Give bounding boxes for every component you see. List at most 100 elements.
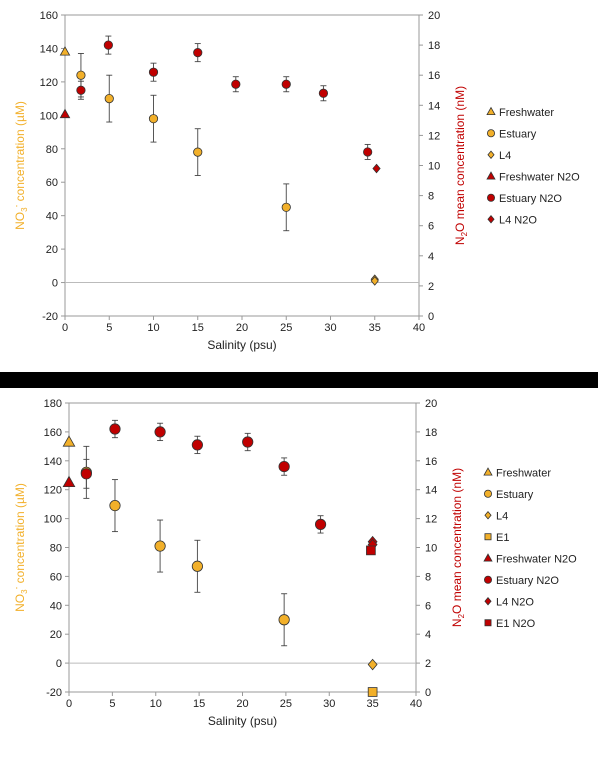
- plot-area: [68, 402, 417, 693]
- y-right-tick-label: 2: [428, 281, 434, 293]
- legend-marker-estuary-n2o: [483, 575, 492, 584]
- point-estuary-n2o: [191, 439, 203, 451]
- y-left-tick-label: 20: [50, 629, 62, 641]
- legend: Freshwater Estuary L4 Freshwater N2O Estuary…: [486, 106, 580, 226]
- y-left-tick-label: 140: [40, 43, 58, 55]
- y-left-tick-label: 60: [50, 571, 62, 583]
- legend-label: Estuary: [499, 128, 537, 140]
- x-tick-label: 25: [280, 322, 292, 334]
- point-estuary-n2o: [80, 468, 92, 480]
- x-tick-label: 20: [236, 698, 248, 710]
- chart-panel-top: 0 5 10 15 20 25 30 35 40 -20 0 20 40 60 80 100 120 140 160…: [0, 0, 598, 372]
- legend-label: Estuary: [496, 489, 534, 501]
- point-estuary: [278, 614, 290, 626]
- point-estuary-n2o: [148, 67, 159, 77]
- y-right-tick-label: 10: [425, 543, 437, 555]
- legend-label: L4 N2O: [496, 596, 534, 608]
- y-right-tick-label: 6: [425, 600, 431, 612]
- legend-marker-estuary: [486, 129, 495, 138]
- y-left-tick-label: 160: [40, 10, 58, 22]
- y-right-tick-label: 12: [428, 130, 440, 142]
- legend-marker-freshwater-n2o: [483, 553, 493, 562]
- y-left-tick-label: 40: [46, 211, 58, 223]
- legend-marker-l4-n2o: [484, 597, 492, 606]
- y-left-tick-label: 80: [50, 543, 62, 555]
- y-right-tick-label: 8: [428, 191, 434, 203]
- chart-top: 0 5 10 15 20 25 30 35 40-20020406080100120140160…: [12, 10, 580, 352]
- legend-marker-e1-n2o: [484, 619, 492, 627]
- y-right-axis-label: N2O mean concentration (nM): [453, 86, 469, 245]
- y-right-tick-label: 14: [428, 100, 440, 112]
- x-tick-label: 25: [280, 698, 292, 710]
- point-e1-n2o: [366, 545, 376, 556]
- point-l4: [370, 276, 379, 286]
- y-right-tick-label: 0: [425, 687, 431, 699]
- y-right-tick-label: 4: [425, 629, 431, 641]
- legend-marker-l4-n2o: [487, 215, 495, 224]
- point-freshwater: [59, 46, 71, 56]
- x-tick-label: 40: [410, 698, 422, 710]
- legend-label: E1: [496, 532, 509, 544]
- y-left-axis-label: NO3- concentration (µM): [12, 483, 29, 612]
- y-right-tick-label: 8: [425, 571, 431, 583]
- legend-marker-freshwater: [486, 106, 496, 116]
- point-estuary-n2o: [314, 518, 327, 530]
- legend-label: E1 N2O: [496, 618, 536, 630]
- point-l4-n2o: [372, 163, 381, 174]
- legend-label: Estuary N2O: [499, 193, 562, 205]
- point-estuary-n2o: [103, 40, 113, 50]
- legend-label: Freshwater N2O: [496, 553, 577, 565]
- y-right-tick-label: 18: [425, 427, 437, 439]
- legend-marker-l4: [487, 150, 495, 159]
- y-left-tick-label: 80: [46, 144, 58, 156]
- y-left-tick-label: -20: [42, 311, 58, 323]
- legend-label: Freshwater: [499, 107, 554, 119]
- legend-label: L4: [496, 510, 508, 522]
- legend-label: Freshwater N2O: [499, 171, 580, 183]
- point-estuary: [148, 114, 159, 124]
- point-estuary-n2o: [76, 85, 86, 95]
- point-l4: [367, 658, 378, 671]
- x-tick-label: 15: [192, 322, 204, 334]
- point-estuary: [154, 540, 166, 552]
- x-tick-label: 40: [413, 322, 425, 334]
- chart-bottom: 0 5 10 15 20 25 30 35 40-20020406080100120140160…: [12, 398, 577, 728]
- y-left-tick-label: 100: [40, 110, 58, 122]
- x-tick-label: 30: [324, 322, 336, 334]
- y-right-tick-label: 12: [425, 514, 437, 526]
- legend-label: L4: [499, 150, 511, 162]
- legend-marker-estuary: [483, 489, 492, 498]
- y-left-tick-label: 120: [40, 77, 58, 89]
- y-left-tick-label: -20: [46, 687, 62, 699]
- x-tick-label: 15: [193, 698, 205, 710]
- point-freshwater-n2o: [59, 108, 71, 119]
- y-left-tick-label: 60: [46, 177, 58, 189]
- y-right-tick-label: 6: [428, 221, 434, 233]
- legend-marker-freshwater: [483, 467, 493, 476]
- point-e1: [367, 687, 378, 697]
- x-tick-label: 35: [369, 322, 381, 334]
- x-tick-label: 10: [147, 322, 159, 334]
- legend-marker-e1: [484, 533, 492, 541]
- y-right-tick-label: 16: [425, 456, 437, 468]
- point-estuary: [109, 499, 121, 512]
- y-right-tick-label: 20: [425, 398, 437, 410]
- y-left-tick-label: 40: [50, 600, 62, 612]
- point-estuary-n2o: [193, 48, 203, 58]
- point-estuary-n2o: [242, 436, 254, 448]
- legend-marker-l4: [484, 511, 492, 520]
- x-tick-label: 30: [323, 698, 335, 710]
- y-left-tick-label: 140: [44, 456, 62, 468]
- point-estuary: [281, 202, 291, 212]
- y-right-tick-label: 0: [428, 311, 434, 323]
- point-estuary-n2o: [318, 88, 329, 98]
- y-right-tick-label: 10: [428, 161, 440, 173]
- point-estuary: [193, 147, 203, 157]
- point-estuary-n2o: [278, 460, 290, 473]
- point-estuary: [191, 560, 203, 572]
- y-right-axis-label: N2O mean concentration (nM): [450, 468, 466, 627]
- legend-label: L4 N2O: [499, 214, 537, 226]
- x-tick-label: 5: [109, 698, 115, 710]
- legend-label: Estuary N2O: [496, 575, 559, 587]
- legend-marker-freshwater-n2o: [486, 171, 496, 180]
